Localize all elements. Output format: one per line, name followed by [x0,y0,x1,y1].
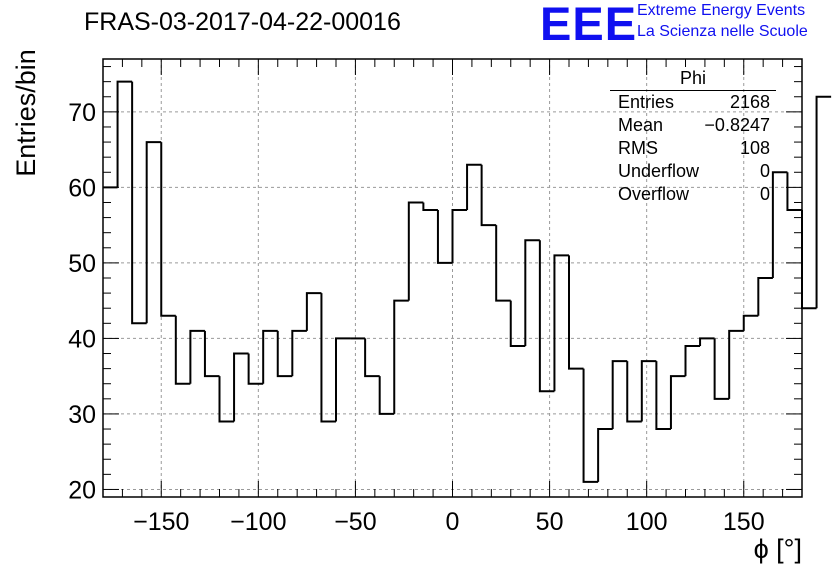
histogram-bin [233,352,249,422]
y-tick-label: 30 [68,401,96,429]
histogram-bin [538,240,555,393]
x-tick-label: −50 [334,508,376,536]
stats-box: Phi Entries 2168 Mean −0.8247 RMS 108 Un… [610,68,776,206]
histogram-bin [364,338,380,378]
y-tick-label: 70 [68,99,96,127]
histogram-bin [684,344,701,377]
histogram-bin [131,81,147,325]
histogram-bin [582,368,599,483]
x-tick-label: 50 [536,508,564,536]
histogram-bin [422,202,438,212]
histogram-bin [669,375,686,430]
stats-value: 0 [759,184,770,204]
histogram-bin [262,329,278,384]
x-tick-label: 0 [446,508,460,536]
histogram-bin [218,376,235,423]
stats-label: Underflow [618,161,700,181]
stats-value: 2168 [729,92,770,112]
y-axis-label: Entries/bin [11,49,41,177]
stats-label: Entries [618,92,675,112]
x-tick-label: 150 [723,508,765,536]
eee-logo: EEE [540,0,638,50]
y-tick-label: 20 [68,476,96,504]
stats-row-underflow: Underflow 0 [610,160,776,183]
histogram-bin [713,338,730,400]
stats-box-title: Phi [610,68,776,91]
histogram-bin [145,141,162,324]
histogram-bin [495,225,511,302]
histogram-bin [247,353,264,385]
stats-label: Overflow [618,184,690,204]
histogram-bin [728,329,744,399]
histogram-bin [451,209,468,263]
histogram-bin [757,277,773,316]
y-tick-label: 60 [68,174,96,202]
histogram-bin [699,337,715,346]
histogram-bin [611,360,628,430]
histogram-bin [189,329,205,384]
histogram-bin [626,361,642,423]
histogram-bin [786,172,802,212]
stats-value: −0.8247 [704,115,770,135]
histogram-bin [815,95,832,309]
x-tick-label: −100 [230,508,286,536]
logo-caption-line2: La Scienza nelle Scuole [637,23,808,40]
stats-row-rms: RMS 108 [610,137,776,160]
x-axis-label: ϕ [°] [753,534,802,564]
histogram-bin [568,255,584,370]
histogram-bin [509,300,526,347]
histogram-bin [291,329,307,377]
stats-row-overflow: Overflow 0 [610,183,776,206]
histogram-bin [305,292,322,331]
histogram-bin [203,330,220,378]
histogram-bin [160,142,176,317]
histogram-bin [597,428,613,482]
histogram-bin [335,337,351,422]
histogram-bin [655,361,671,431]
stats-row-entries: Entries 2168 [610,91,776,114]
stats-label: Mean [618,115,664,135]
histogram-bin [480,164,497,227]
histogram-bin [771,171,788,278]
histogram-bin [436,210,453,264]
histogram-bin [524,239,540,346]
histogram-bin [174,315,191,385]
histogram-bin [116,80,133,188]
histogram-bin [640,360,657,422]
histogram-bin [378,376,395,415]
histogram-bin [466,163,482,211]
stats-row-mean: Mean −0.8247 [610,114,776,137]
histogram-bin [320,293,336,423]
histogram-bin [393,299,409,414]
logo-caption-line1: Extreme Energy Events [637,2,806,19]
stats-value: 108 [739,138,770,158]
histogram-bin [553,254,569,392]
histogram-bin [276,330,293,378]
stats-label: RMS [618,138,658,158]
y-tick-label: 50 [68,250,96,278]
y-tick-label: 40 [68,325,96,353]
histogram-bin [407,201,424,301]
stats-value: 0 [759,161,770,181]
histogram-bin [801,210,817,310]
run-title: FRAS-03-2017-04-22-00016 [84,8,401,36]
x-tick-label: 100 [626,508,668,536]
histogram-bin [742,314,759,331]
x-tick-label: −150 [133,508,189,536]
